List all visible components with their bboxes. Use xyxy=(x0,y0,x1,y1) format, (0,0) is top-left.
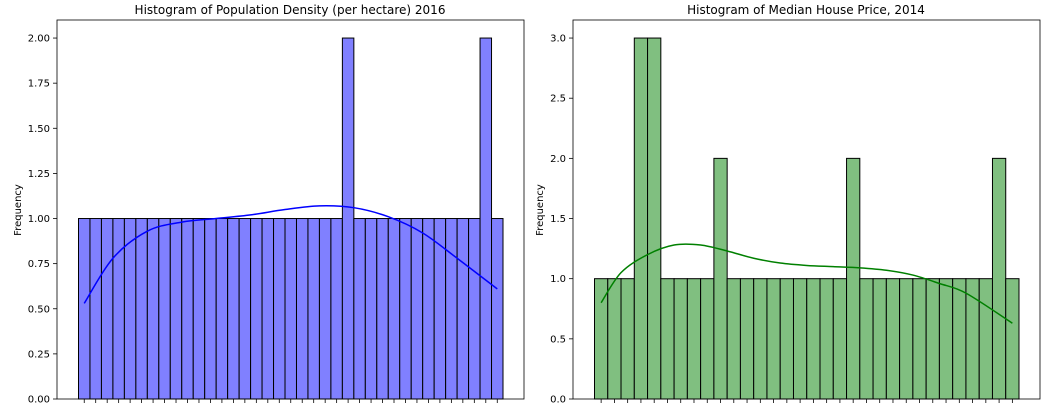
histogram-bar xyxy=(330,218,343,400)
histogram-bar xyxy=(792,278,808,400)
histogram-bar xyxy=(594,278,609,400)
histogram-bar xyxy=(284,218,297,400)
histogram-bar xyxy=(846,157,861,400)
histogram-bar xyxy=(204,218,217,400)
histogram-bar xyxy=(607,278,622,400)
histogram-bar xyxy=(250,218,263,400)
histogram-bar xyxy=(399,218,412,400)
histogram-bar xyxy=(859,278,874,400)
histogram-bar xyxy=(215,218,229,400)
y-tick-label: 1.50 xyxy=(28,124,50,135)
histogram-bar xyxy=(620,278,635,400)
histogram-bar xyxy=(806,278,821,400)
histogram-bar xyxy=(387,218,401,400)
histogram-bar xyxy=(647,37,662,400)
histogram-bar xyxy=(227,218,240,400)
y-tick-label: 1.5 xyxy=(550,214,566,225)
histogram-bar xyxy=(295,218,309,400)
y-tick-label: 1.25 xyxy=(28,169,50,180)
y-tick-label: 0.00 xyxy=(28,395,50,404)
histogram-bar xyxy=(353,218,366,400)
histogram-bar xyxy=(376,218,389,400)
histogram-bar xyxy=(912,278,927,400)
y-tick-label: 1.00 xyxy=(28,214,50,225)
y-tick-label: 0.5 xyxy=(550,334,566,345)
histogram-bar xyxy=(410,218,424,400)
histogram-bar xyxy=(673,278,688,400)
histogram-bar xyxy=(422,218,435,400)
histogram-bar xyxy=(779,278,794,400)
population-density-histogram: Histogram of Population Density (per hec… xyxy=(13,3,525,404)
histogram-bar xyxy=(686,278,702,400)
histogram-bar xyxy=(78,218,91,400)
histogram-bar xyxy=(146,218,160,400)
histogram-bar xyxy=(89,218,102,400)
histogram-bar xyxy=(753,278,768,400)
y-axis-label: Frequency xyxy=(535,184,546,236)
y-tick-label: 2.5 xyxy=(550,94,566,105)
histogram-bar xyxy=(633,37,649,400)
y-tick-label: 3.0 xyxy=(550,34,566,45)
y-tick-label: 1.75 xyxy=(28,79,50,90)
histogram-bar xyxy=(739,278,755,400)
histogram-bar xyxy=(456,218,470,400)
histogram-bar xyxy=(192,218,206,400)
axes-frame xyxy=(572,19,1041,400)
histogram-bar xyxy=(978,278,993,400)
histogram-bar xyxy=(726,278,741,400)
histogram-bar xyxy=(700,278,715,400)
y-tick-label: 1.0 xyxy=(550,274,566,285)
histogram-bar xyxy=(991,157,1007,400)
histogram-bar xyxy=(238,218,252,400)
histogram-bar xyxy=(307,218,320,400)
histogram-bar xyxy=(766,278,781,400)
histogram-bar xyxy=(1005,278,1020,400)
histogram-bar xyxy=(872,278,887,400)
median-house-price-histogram: Histogram of Median House Price, 2014 Fr… xyxy=(535,3,1041,404)
histogram-bar xyxy=(479,37,493,400)
histogram-bar xyxy=(364,218,378,400)
histogram-bar xyxy=(832,278,848,400)
axes-frame xyxy=(56,19,525,400)
histogram-bar xyxy=(468,218,481,400)
chart-title: Histogram of Median House Price, 2014 xyxy=(687,3,925,17)
histogram-bar xyxy=(169,218,183,400)
y-tick-label: 2.00 xyxy=(28,34,50,45)
histogram-bar xyxy=(713,157,728,400)
chart-title: Histogram of Population Density (per hec… xyxy=(135,3,446,17)
histogram-bar xyxy=(318,218,332,400)
histogram-bar xyxy=(273,218,286,400)
histogram-bar xyxy=(491,218,504,400)
y-tick-label: 0.0 xyxy=(550,395,566,404)
histogram-bar xyxy=(158,218,171,400)
histogram-bar xyxy=(660,278,675,400)
histogram-bar xyxy=(341,37,355,400)
kde-line xyxy=(83,205,498,304)
histogram-bar xyxy=(819,278,834,400)
y-tick-label: 2.0 xyxy=(550,154,566,165)
histogram-bar xyxy=(938,278,954,400)
y-tick-label: 0.25 xyxy=(28,349,50,360)
histogram-bar xyxy=(135,218,148,400)
histogram-bar xyxy=(952,278,967,400)
histogram-bar xyxy=(112,218,125,400)
histogram-bar xyxy=(181,218,194,400)
y-tick-label: 0.75 xyxy=(28,259,50,270)
y-axis-label: Frequency xyxy=(13,184,24,236)
kde-line xyxy=(600,243,1013,324)
histogram-bar xyxy=(100,218,114,400)
histogram-bar xyxy=(261,218,275,400)
histogram-bar xyxy=(445,218,458,400)
y-tick-label: 0.50 xyxy=(28,304,50,315)
histogram-bar xyxy=(899,278,914,400)
histogram-bar xyxy=(885,278,901,400)
histogram-bar xyxy=(925,278,940,400)
